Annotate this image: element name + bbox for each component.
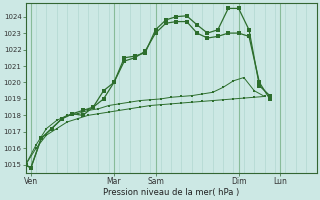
X-axis label: Pression niveau de la mer( hPa ): Pression niveau de la mer( hPa ) xyxy=(103,188,239,197)
